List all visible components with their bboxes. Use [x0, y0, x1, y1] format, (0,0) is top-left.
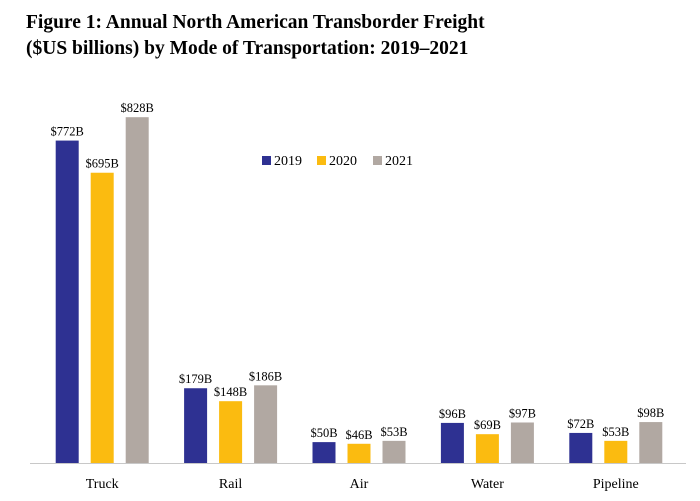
value-label-water-2019: $96B [439, 407, 466, 421]
x-tick-labels-group: Truck Rail Air Water Pipeline [86, 477, 639, 492]
chart-title-line-2: ($US billions) by Mode of Transportation… [26, 38, 469, 59]
value-label-pipeline-2021: $98B [637, 406, 664, 420]
value-label-water-2021: $97B [509, 406, 536, 420]
value-label-truck-2020: $695B [86, 157, 119, 171]
x-tick-label-pipeline: Pipeline [593, 477, 639, 492]
bar-rail-2021 [254, 385, 278, 463]
value-label-rail-2021: $186B [249, 369, 282, 383]
bar-air-2019 [312, 442, 336, 463]
legend: 2019 2020 2021 [262, 154, 413, 169]
bar-truck-2021 [125, 117, 149, 463]
value-label-pipeline-2019: $72B [567, 417, 594, 431]
value-label-truck-2019: $772B [51, 125, 84, 139]
x-tick-label-truck: Truck [86, 477, 119, 492]
value-label-rail-2019: $179B [179, 372, 212, 386]
bar-air-2020 [347, 443, 371, 463]
bar-truck-2020 [90, 172, 114, 463]
legend-swatch-2021 [373, 156, 382, 165]
x-tick-label-air: Air [350, 477, 369, 492]
value-label-pipeline-2020: $53B [602, 425, 629, 439]
chart-title: Figure 1: Annual North American Transbor… [26, 10, 485, 62]
x-tick-label-rail: Rail [219, 477, 242, 492]
bar-pipeline-2020 [604, 440, 628, 463]
bar-pipeline-2021 [639, 422, 663, 463]
bar-water-2021 [510, 422, 534, 463]
chart-title-line-1: Figure 1: Annual North American Transbor… [26, 12, 485, 33]
legend-swatch-2019 [262, 156, 271, 165]
legend-swatch-2020 [317, 156, 326, 165]
value-label-air-2021: $53B [380, 425, 407, 439]
legend-label-2021: 2021 [385, 154, 413, 169]
bars-group [55, 117, 663, 463]
value-label-air-2020: $46B [345, 428, 372, 442]
bar-rail-2020 [219, 401, 243, 463]
bar-water-2019 [440, 422, 464, 463]
value-label-truck-2021: $828B [121, 101, 154, 115]
bar-truck-2019 [55, 140, 79, 463]
bar-pipeline-2019 [569, 432, 593, 463]
bar-rail-2019 [184, 388, 208, 463]
x-tick-label-water: Water [471, 477, 504, 492]
value-label-air-2019: $50B [310, 426, 337, 440]
legend-label-2020: 2020 [329, 154, 357, 169]
bar-water-2020 [475, 434, 499, 463]
legend-label-2019: 2019 [274, 154, 302, 169]
value-label-water-2020: $69B [474, 418, 501, 432]
bar-air-2021 [382, 440, 406, 463]
value-label-rail-2020: $148B [214, 385, 247, 399]
value-labels-group: $772B $695B $828B $179B$148B$186B $50B $46B $5… [51, 101, 665, 442]
